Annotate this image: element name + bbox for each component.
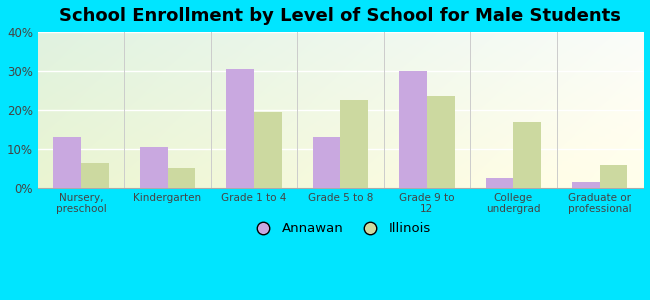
Title: School Enrollment by Level of School for Male Students: School Enrollment by Level of School for… [60,7,621,25]
Bar [486,178,514,188]
Legend: Annawan, Illinois: Annawan, Illinois [245,217,436,241]
Bar [427,96,454,188]
Bar [514,122,541,188]
Bar [226,69,254,188]
Bar [341,100,368,188]
Bar [572,182,600,188]
Bar [168,168,195,188]
Bar [600,164,627,188]
Bar [53,137,81,188]
Bar [81,163,109,188]
Bar [140,147,168,188]
Bar [254,112,281,188]
Bar [399,71,427,188]
Bar [313,137,341,188]
